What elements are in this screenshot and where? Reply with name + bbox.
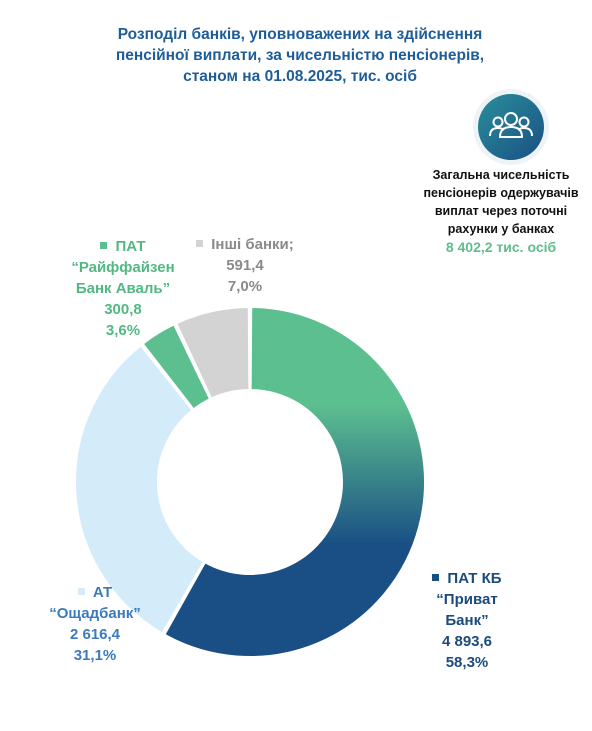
label-value: 300,8 xyxy=(104,301,142,318)
title-line-1: Розподіл банків, уповноважених на здійсн… xyxy=(117,26,483,43)
total-value: 8 402,2 тис. осіб xyxy=(445,239,557,255)
title-line-2: пенсійної виплати, за чисельністю пенсіо… xyxy=(115,47,485,64)
total-line-3: виплат через поточні xyxy=(434,204,568,218)
label-privat-bank: ПАТ КБ “Приват Банк” 4 893,6 58,3% xyxy=(402,568,532,673)
legend-marker-icon xyxy=(77,587,85,595)
label-name-line: Банк Аваль” xyxy=(75,280,171,297)
legend-marker-icon xyxy=(100,241,108,249)
label-percent: 31,1% xyxy=(73,647,117,664)
label-name-line: Банк” xyxy=(445,612,489,629)
label-name-line: Інші банки; xyxy=(175,234,315,255)
slice-other-banks xyxy=(174,305,251,400)
slice-raiffeisen-bank-aval xyxy=(141,323,212,411)
label-name-line: “Ощадбанк” xyxy=(49,605,141,622)
label-name-line: ПАТ xyxy=(28,236,218,257)
label-name-line: “Приват xyxy=(436,591,498,608)
label-value: 591,4 xyxy=(226,257,264,274)
total-line-4: рахунки у банках xyxy=(447,222,555,236)
total-line-2: пенсіонерів одержувачів xyxy=(423,186,579,200)
total-line-1: Загальна чисельність xyxy=(432,168,570,182)
legend-marker-icon xyxy=(432,573,440,581)
label-name-line: АТ xyxy=(10,582,180,603)
label-percent: 3,6% xyxy=(105,322,141,339)
slice-oschadbank xyxy=(74,343,206,635)
label-oschadbank: АТ “Ощадбанк” 2 616,4 31,1% xyxy=(10,582,180,666)
label-value: 2 616,4 xyxy=(69,626,121,643)
legend-marker-icon xyxy=(196,239,204,247)
title-line-3: станом на 01.08.2025, тис. осіб xyxy=(183,68,417,85)
people-group-icon xyxy=(473,89,549,165)
label-name-line: “Райффайзен xyxy=(71,259,175,276)
total-pensioners-block: Загальна чисельність пенсіонерів одержув… xyxy=(395,166,592,256)
label-percent: 58,3% xyxy=(445,654,489,671)
label-value: 4 893,6 xyxy=(441,633,493,650)
slice-privat-bank xyxy=(163,305,426,658)
label-raiffeisen-bank-aval: ПАТ “Райффайзен Банк Аваль” 300,8 3,6% xyxy=(28,236,218,341)
label-other-banks: Інші банки; 591,4 7,0% xyxy=(175,234,315,297)
label-name-line: ПАТ КБ xyxy=(402,568,532,589)
label-percent: 7,0% xyxy=(227,278,263,295)
chart-title: Розподіл банків, уповноважених на здійсн… xyxy=(40,24,560,87)
